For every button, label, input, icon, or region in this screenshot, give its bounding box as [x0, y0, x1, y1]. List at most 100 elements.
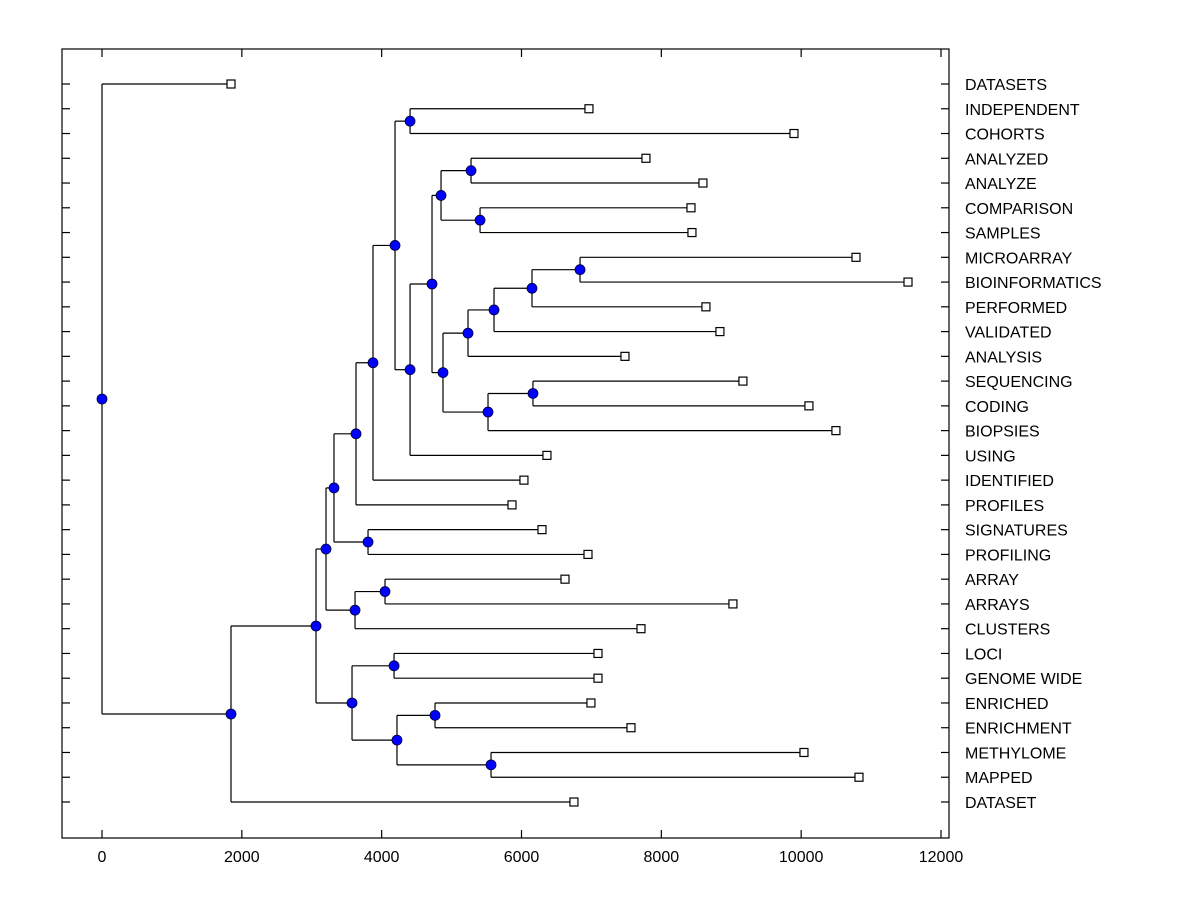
leaf-marker: [569, 797, 579, 807]
leaf-label: LOCI: [965, 646, 1002, 663]
cluster-node: [482, 406, 494, 418]
cluster-node: [367, 357, 379, 369]
internal-nodes: [96, 115, 586, 771]
x-tick-label: 6000: [504, 849, 540, 866]
leaf-marker: [799, 747, 809, 758]
leaf-marker: [583, 549, 593, 560]
cluster-node: [462, 327, 474, 339]
leaf-label: MAPPED: [965, 770, 1033, 787]
leaf-label: PROFILING: [965, 547, 1051, 564]
x-tick-label: 2000: [224, 849, 260, 866]
x-axis-ticks: 0 2000 4000 6000 8000 10000 12000: [62, 49, 963, 866]
cluster-node: [488, 304, 500, 316]
leaf-label: DATASETS: [965, 77, 1047, 94]
cluster-node: [429, 709, 441, 721]
leaf-marker: [641, 153, 651, 163]
leaf-marker: [626, 723, 636, 733]
leaf-label: ARRAY: [965, 572, 1019, 589]
cluster-node: [391, 734, 403, 746]
leaf-label: IDENTIFIED: [965, 473, 1054, 490]
leaf-marker: [636, 624, 646, 634]
leaf-marker: [698, 178, 708, 188]
cluster-node: [435, 190, 447, 201]
leaf-label: COHORTS: [965, 127, 1045, 144]
leaf-marker: [728, 599, 738, 609]
cluster-node: [349, 604, 361, 616]
leaf-marker: [519, 475, 529, 485]
leaf-marker: [226, 79, 236, 89]
cluster-node: [346, 697, 358, 709]
leaf-label: SAMPLES: [965, 226, 1041, 243]
branches: [101, 83, 908, 803]
leaf-label: BIOINFORMATICS: [965, 275, 1102, 292]
leaf-marker: [789, 128, 799, 139]
cluster-node: [379, 586, 391, 597]
cluster-node: [96, 393, 108, 405]
x-tick-label: 4000: [364, 849, 400, 866]
cluster-node: [225, 708, 237, 720]
leaf-marker: [542, 450, 552, 460]
leaf-marker: [560, 574, 570, 584]
x-tick-label: 0: [98, 849, 107, 866]
cluster-node: [526, 282, 538, 294]
cluster-node: [389, 240, 401, 251]
cluster-node: [437, 367, 449, 378]
leaf-label: CLUSTERS: [965, 622, 1050, 639]
leaf-label: PERFORMED: [965, 300, 1067, 317]
cluster-node: [404, 364, 416, 376]
leaf-label: BIOPSIES: [965, 424, 1040, 441]
leaf-label: DATASET: [965, 795, 1037, 812]
leaf-marker: [831, 426, 841, 436]
leaf-label: COMPARISON: [965, 201, 1073, 218]
leaf-marker: [854, 772, 864, 782]
cluster-node: [485, 759, 497, 771]
cluster-node: [404, 115, 416, 127]
leaf-marker: [903, 277, 913, 287]
leaf-marker: [804, 401, 814, 411]
cluster-node: [388, 660, 400, 672]
cluster-node: [527, 388, 539, 399]
leaf-marker: [851, 252, 861, 262]
leaf-marker: [584, 104, 594, 114]
leaf-label: PROFILES: [965, 498, 1044, 515]
leaf-label: ENRICHED: [965, 696, 1049, 713]
plot-frame: [61, 48, 950, 839]
cluster-node: [350, 428, 362, 440]
leaf-marker: [593, 673, 603, 683]
leaf-marker: [537, 525, 547, 535]
leaf-label: VALIDATED: [965, 325, 1052, 342]
leaf-label: METHYLOME: [965, 745, 1066, 762]
leaf-marker: [507, 500, 517, 510]
leaf-label: ANALYZED: [965, 151, 1048, 168]
leaf-marker: [593, 648, 603, 659]
leaf-label: ANALYZE: [965, 176, 1037, 193]
leaf-marker: [701, 302, 711, 312]
leaf-label: GENOME WIDE: [965, 671, 1082, 688]
x-tick-label: 12000: [919, 849, 964, 866]
leaf-label: SEQUENCING: [965, 374, 1073, 391]
cluster-node: [328, 482, 340, 494]
x-tick-label: 8000: [644, 849, 680, 866]
leaf-marker: [686, 203, 696, 213]
cluster-node: [426, 278, 438, 290]
leaf-label: ANALYSIS: [965, 349, 1042, 366]
leaf-label: MICROARRAY: [965, 250, 1073, 267]
leaf-marker: [687, 227, 697, 238]
x-tick-label: 10000: [779, 849, 824, 866]
leaf-markers: [226, 79, 913, 807]
leaf-label: ENRICHMENT: [965, 721, 1072, 738]
leaf-label: ARRAYS: [965, 597, 1030, 614]
leaf-label: CODING: [965, 399, 1029, 416]
leaf-marker: [620, 351, 630, 361]
leaf-marker: [586, 698, 596, 708]
cluster-node: [574, 264, 586, 276]
leaf-label: USING: [965, 448, 1016, 465]
leaf-label: SIGNATURES: [965, 523, 1068, 540]
cluster-node: [465, 165, 477, 177]
leaf-labels: DATASETS INDEPENDENT COHORTS ANALYZED ANALYZ…: [965, 77, 1102, 812]
leaf-marker: [715, 326, 725, 337]
plot-border: [61, 48, 950, 839]
leaf-marker: [738, 376, 748, 386]
cluster-node: [310, 620, 322, 632]
